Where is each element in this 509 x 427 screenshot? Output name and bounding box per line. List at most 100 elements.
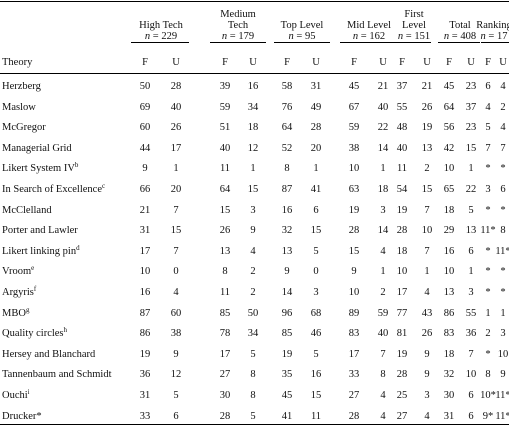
table-cell: 40 [219,142,231,154]
table-cell: 21 [377,81,389,92]
subheader-f: F [142,57,148,68]
table-cell: 55 [465,307,477,319]
table-cell: 7 [173,245,179,257]
table-cell: 64 [219,184,231,195]
table-cell: 3 [468,287,474,298]
footnote-marker: e [31,264,35,273]
table-cell: 46 [310,328,322,340]
table-cell: 6 [173,410,179,422]
table-cell: 15 [465,142,477,154]
table-cell: 36 [465,328,477,340]
table-cell: 34 [247,328,259,340]
table-cell: 19 [396,204,408,216]
table-cell: 49 [310,101,322,113]
table-cell: 4 [250,245,256,257]
table-cell: 36 [139,369,151,381]
row-theory-label: Porter and Lawler [2,225,78,237]
table-cell: 52 [281,142,293,154]
table-cell: 4 [380,245,386,257]
table-cell: 6 [313,204,319,216]
table-cell: 1 [485,307,491,319]
subheader-f: F [222,57,228,68]
table-cell: 87 [139,307,151,319]
table-cell: 23 [465,122,477,134]
group-high-tech-underline [131,42,189,43]
table-cell: 23 [465,81,477,92]
table-cell: 10 [443,266,455,278]
table-cell: 7 [380,348,386,360]
table-cell: 6 [500,184,506,195]
table-cell: 4 [424,410,430,422]
table-cell: 14 [377,225,389,237]
table-cell: 13 [465,225,477,237]
table-cell: 6 [468,245,474,257]
table-cell: 27 [348,390,360,401]
table-cell: 13 [219,245,231,257]
table-cell: 7 [424,204,430,216]
table-cell: 34 [247,101,259,113]
table-cell: 22 [465,184,477,195]
group-medium-tech-title-line2: Tech [227,20,249,31]
table-cell: 11* [495,410,509,422]
table-cell: 7 [424,245,430,257]
table-cell: 2 [485,328,491,340]
subheader-u: U [423,57,431,68]
table-cell: 58 [281,81,293,92]
table-cell: 4 [485,101,491,113]
table-cell: * [485,204,491,216]
table-cell: 16 [281,204,293,216]
table-cell: 11 [310,410,322,422]
table-cell: 11 [396,163,408,175]
table-cell: 14 [281,287,293,298]
table-cell: 28 [219,410,231,422]
table-cell: 37 [465,101,477,113]
table-cell: 33 [139,410,151,422]
subheader-u: U [499,57,507,68]
table-cell: 10* [480,390,496,401]
table-cell: 59 [219,101,231,113]
table-cell: 26 [219,225,231,237]
table-cell: 7 [468,348,474,360]
table-cell: 50 [247,307,259,319]
table-cell: 15 [421,184,433,195]
table-cell: 8 [284,163,290,175]
table-cell: 9 [284,266,290,278]
group-ranking: Ranking n = 17 [476,20,509,42]
table-cell: 1 [313,163,319,175]
table-cell: 31 [310,81,322,92]
row-theory-label: Herzberg [2,81,41,92]
table-cell: 27 [219,369,231,381]
table-cell: 50 [139,81,151,92]
footnote-marker: c [102,182,106,190]
table-cell: 10 [348,163,360,175]
table-cell: 86 [443,307,455,319]
theory-column-header: Theory [2,57,33,68]
table-cell: 31 [139,225,151,237]
footnote-marker: b [74,161,79,170]
table-cell: 33 [348,369,360,381]
table-cell: 9 [424,348,430,360]
table-cell: 28 [348,410,360,422]
group-total-underline [438,42,480,43]
table-cell: 26 [421,101,433,113]
table-cell: 20 [170,184,182,195]
table-cell: 19 [421,122,433,134]
table-cell: 11 [219,163,231,175]
row-theory-label: McGregor [2,122,46,134]
row-theory-label: In Search of Excellencec [2,182,106,196]
table-cell: 2 [424,163,430,175]
table-cell: * [485,348,491,360]
footnote-marker: f [33,285,37,293]
table-cell: 28 [348,225,360,237]
table-cell: 55 [396,101,408,113]
footnote-marker: g [25,305,30,314]
table-cell: 10 [139,266,151,278]
table-cell: 9 [173,348,179,360]
table-cell: 85 [219,307,231,319]
footnote-marker: h [63,326,68,335]
table-cell: 16 [443,245,455,257]
subheader-u: U [467,57,475,68]
subheader-u: U [249,57,257,68]
table-cell: 15 [310,225,322,237]
table-cell: 28 [170,81,182,92]
